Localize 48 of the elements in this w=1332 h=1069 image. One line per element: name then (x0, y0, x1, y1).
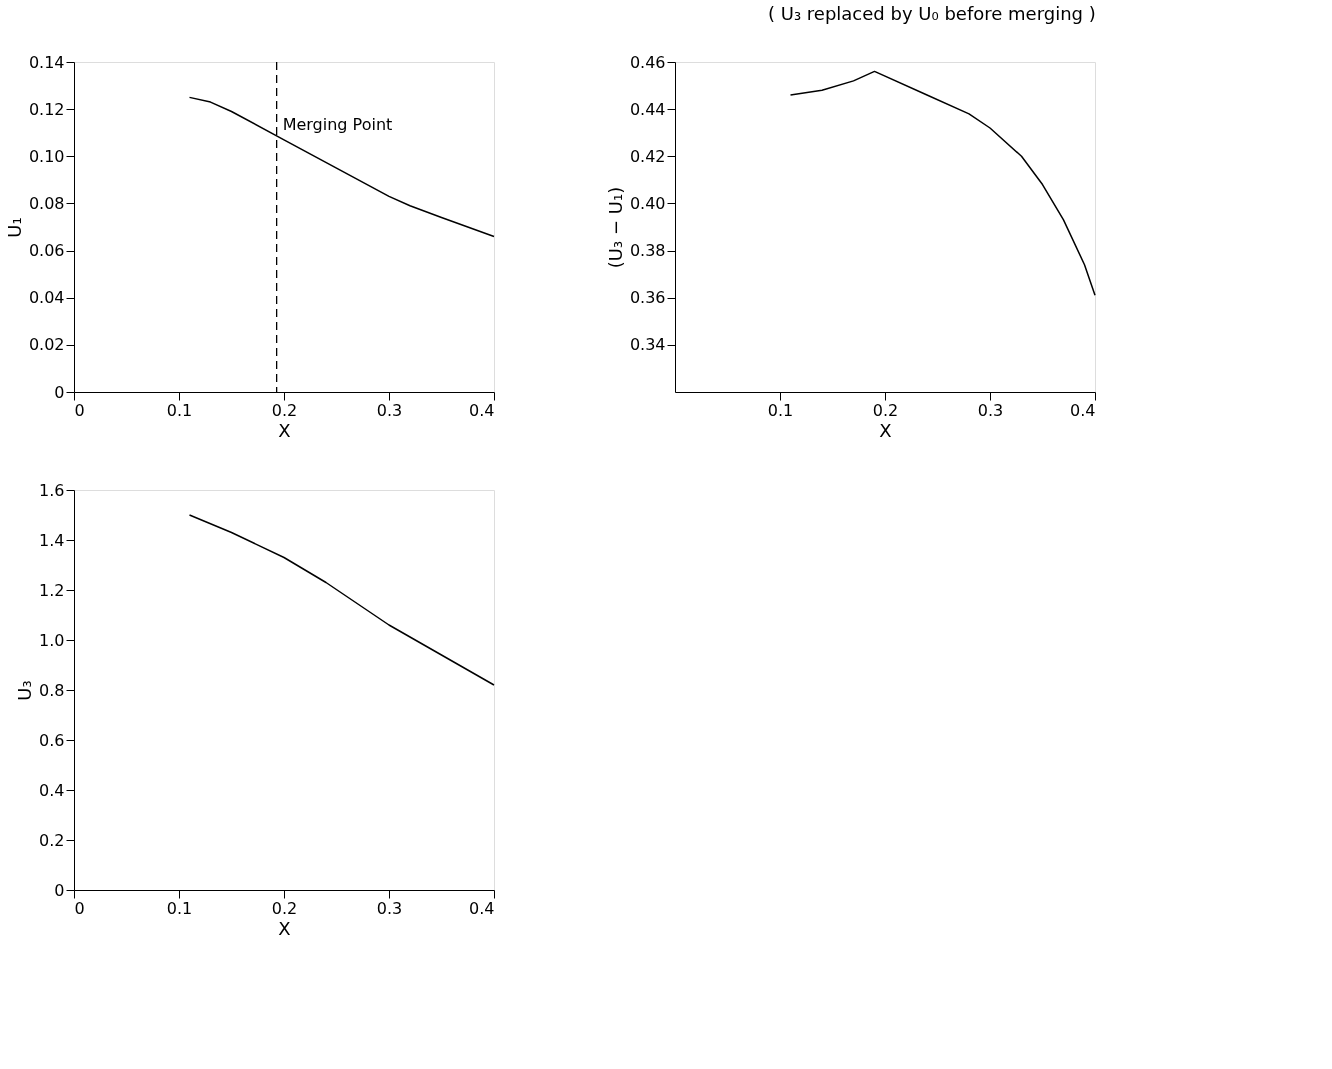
y-tick-label: 0.02 (28, 335, 65, 355)
y-tick-label: 0.12 (28, 99, 65, 119)
annotation: Merging Point (282, 115, 393, 135)
y-tick-label: 0 (54, 382, 65, 402)
x-tick-label: 0.1 (166, 898, 193, 918)
x-tick-label: 0 (74, 400, 85, 420)
line-series (188, 514, 495, 686)
x-tick-label: 0.1 (166, 400, 193, 420)
y-axis-title: U₁ (3, 217, 25, 238)
x-axis-title: X (278, 419, 291, 441)
y-tick-label: 0.42 (629, 146, 666, 166)
y-tick-label: 1.6 (39, 480, 65, 500)
y-tick-label: 0.34 (629, 335, 666, 355)
y-tick-label: 1.4 (39, 530, 65, 550)
y-tick-label: 0.40 (629, 193, 666, 213)
y-tick-label: 0.38 (629, 241, 666, 261)
y-tick-label: 0.10 (28, 146, 65, 166)
y-tick-label: 0.4 (39, 780, 65, 800)
y-axis-title: U₃ (14, 680, 36, 701)
x-tick-label: 0 (74, 898, 85, 918)
line-series (789, 70, 1096, 297)
y-tick-label: 0.6 (39, 730, 65, 750)
y-tick-label: 0.14 (28, 52, 65, 72)
y-tick-label: 0.2 (39, 830, 65, 850)
y-tick-label: 0.46 (629, 52, 666, 72)
x-tick-label: 0.3 (376, 898, 403, 918)
y-tick-label: 0 (54, 880, 65, 900)
y-tick-label: 0.08 (28, 193, 65, 213)
y-tick-label: 0.04 (28, 288, 65, 308)
x-tick-label: 0.2 (271, 898, 298, 918)
chart-title: ( U₃ replaced by U₀ before merging ) (767, 3, 1096, 24)
x-tick-label: 0.3 (977, 400, 1004, 420)
x-axis-title: X (879, 419, 892, 441)
y-tick-label: 1.2 (39, 580, 65, 600)
x-tick-label: 0.2 (872, 400, 899, 420)
y-tick-label: 1.0 (39, 630, 65, 650)
y-tick-label: 0.8 (39, 680, 65, 700)
y-tick-label: 0.44 (629, 99, 666, 119)
x-tick-label: 0.1 (767, 400, 794, 420)
x-tick-label: 0.2 (271, 400, 298, 420)
x-tick-label: 0.4 (1070, 400, 1096, 420)
x-axis-title: X (278, 917, 291, 939)
x-tick-label: 0.4 (469, 898, 495, 918)
x-tick-label: 0.3 (376, 400, 403, 420)
y-axis-title: (U₃ − U₁) (604, 186, 626, 269)
x-tick-label: 0.4 (469, 400, 495, 420)
y-tick-label: 0.36 (629, 288, 666, 308)
y-tick-label: 0.06 (28, 241, 65, 261)
